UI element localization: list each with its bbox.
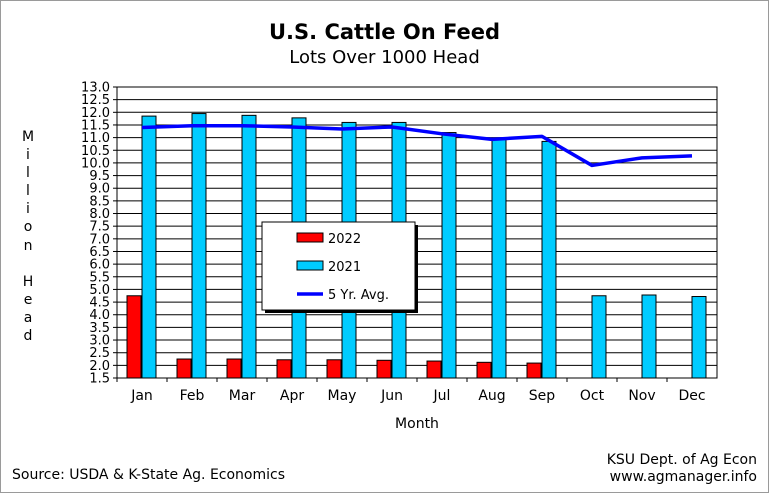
y-tick-label: 6.5 <box>89 245 110 260</box>
y-tick-label: 8.0 <box>89 207 110 222</box>
bar-2021 <box>591 295 607 379</box>
y-tick-label: 2.5 <box>89 346 110 361</box>
y-tick-label: 12.0 <box>81 106 110 121</box>
y-axis-label-char: n <box>23 237 33 254</box>
chart-title: U.S. Cattle On Feed <box>269 20 500 44</box>
x-tick-label: Oct <box>580 388 605 404</box>
bar-2021 <box>441 132 457 379</box>
legend-label: 5 Yr. Avg. <box>328 288 389 303</box>
chart-subtitle: Lots Over 1000 Head <box>289 47 480 68</box>
line-5yr-avg <box>141 123 693 168</box>
x-tick-label: Jan <box>130 388 153 404</box>
bar-2022 <box>326 359 342 379</box>
x-tick-label: Jul <box>433 388 451 404</box>
plot-border <box>116 86 718 379</box>
legend-box <box>261 221 416 311</box>
y-tick-label: 5.5 <box>89 270 110 285</box>
x-axis-label: Month <box>395 416 439 432</box>
y-tick-label: 9.0 <box>89 182 110 197</box>
x-tick-label: Feb <box>180 388 205 404</box>
legend-swatch <box>296 232 324 243</box>
bar-2021 <box>191 113 207 379</box>
y-tick-label: 11.5 <box>81 118 110 133</box>
bar-2021 <box>241 114 257 379</box>
y-axis-label-char: d <box>23 328 33 345</box>
legend-swatch <box>296 260 324 271</box>
y-tick-label: 3.0 <box>89 334 110 349</box>
y-tick-label: 2.0 <box>89 359 110 374</box>
bar-2021 <box>691 296 707 379</box>
y-tick-label: 6.0 <box>89 258 110 273</box>
y-tick-label: 4.0 <box>89 308 110 323</box>
bar-2021 <box>141 115 157 379</box>
y-tick-label: 10.5 <box>81 144 110 159</box>
credit-note: KSU Dept. of Ag Econ www.agmanager.info <box>607 452 757 486</box>
bar-2021 <box>541 140 557 379</box>
bar-2022 <box>276 359 292 379</box>
legend-label: 2021 <box>328 260 361 275</box>
y-tick-label: 1.5 <box>89 372 110 387</box>
y-axis-label-char: l <box>26 183 30 200</box>
y-tick-label: 8.5 <box>89 194 110 209</box>
bar-2022 <box>476 361 492 379</box>
credit-line-1: KSU Dept. of Ag Econ <box>606 452 757 468</box>
bar-2022 <box>226 358 242 379</box>
credit-line-2: www.agmanager.info <box>609 469 757 485</box>
y-axis-label-char: o <box>23 219 33 236</box>
y-tick-label: 9.5 <box>89 169 110 184</box>
y-axis-label-char: H <box>22 273 34 290</box>
x-tick-label: Aug <box>478 388 505 404</box>
bar-2022 <box>176 358 192 379</box>
y-tick-label: 12.5 <box>81 93 110 108</box>
x-tick-label: Apr <box>280 388 304 404</box>
x-tick-label: Sep <box>529 388 556 404</box>
y-axis-label-char: l <box>26 165 30 182</box>
y-tick-label: 7.5 <box>89 220 110 235</box>
y-axis-label-char: i <box>26 201 30 218</box>
x-tick-label: Mar <box>229 388 256 404</box>
y-tick-label: 10.0 <box>81 156 110 171</box>
y-axis-label-char: i <box>26 147 30 164</box>
bar-2021 <box>491 138 507 379</box>
bar-2022 <box>126 295 142 379</box>
y-tick-label: 5.0 <box>89 283 110 298</box>
bar-2022 <box>376 359 392 379</box>
source-note: Source: USDA & K-State Ag. Economics <box>12 467 286 483</box>
bar-2022 <box>426 360 442 379</box>
y-tick-label: 4.5 <box>89 296 110 311</box>
x-tick-label: Jun <box>380 388 403 404</box>
y-tick-label: 13.0 <box>81 81 110 96</box>
x-tick-label: Dec <box>678 388 705 404</box>
legend-label: 2022 <box>328 232 361 247</box>
y-tick-label: 11.0 <box>81 131 110 146</box>
x-tick-label: Nov <box>628 388 655 404</box>
y-axis-label-char: e <box>23 291 33 308</box>
y-tick-label: 3.5 <box>89 321 110 336</box>
y-axis-label-char: a <box>23 309 33 326</box>
bar-2022 <box>526 362 542 379</box>
x-tick-label: May <box>328 388 357 404</box>
bar-2021 <box>641 294 657 379</box>
y-tick-label: 7.0 <box>89 232 110 247</box>
y-axis-label-char: M <box>21 129 35 145</box>
